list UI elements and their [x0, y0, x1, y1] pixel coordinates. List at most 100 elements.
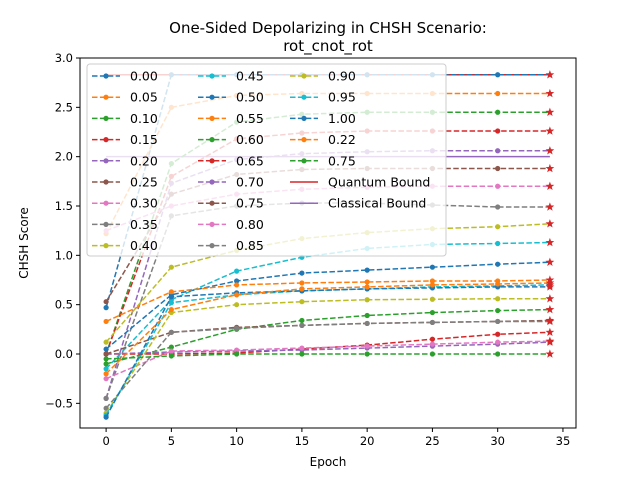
legend-label: 0.75: [328, 153, 356, 168]
legend-label: 0.45: [236, 69, 264, 84]
data-point: [429, 341, 436, 347]
legend-label: 0.30: [130, 196, 158, 211]
final-point-star: [545, 349, 555, 358]
legend-marker: [301, 115, 307, 121]
data-point: [103, 305, 109, 311]
legend-label: 0.50: [236, 90, 264, 105]
final-point-star: [545, 163, 555, 173]
legend-label: 0.40: [130, 238, 158, 253]
final-point-star: [545, 336, 555, 345]
data-point: [364, 351, 370, 357]
legend-marker: [209, 243, 215, 249]
data-point: [103, 414, 109, 420]
series-line: [103, 278, 555, 377]
final-point-star: [545, 294, 555, 303]
data-point: [234, 282, 240, 288]
legend-item: 0.60: [198, 132, 264, 147]
series-line: [103, 275, 555, 325]
chart-subtitle: rot_cnot_rot: [283, 37, 373, 56]
legend-marker: [209, 221, 215, 227]
data-point: [168, 294, 174, 300]
legend-label: 0.70: [236, 175, 264, 190]
x-axis-label: Epoch: [310, 455, 347, 469]
data-point: [495, 351, 501, 357]
legend-label: 0.10: [130, 111, 158, 126]
data-point: [364, 312, 370, 319]
legend-item: 0.85: [198, 238, 264, 253]
y-tick-label: 1.0: [55, 248, 73, 262]
series-path: [105, 279, 550, 323]
legend-box: [86, 63, 447, 257]
data-point: [299, 280, 305, 286]
data-point: [103, 299, 109, 305]
data-point: [495, 307, 501, 314]
data-point: [103, 351, 109, 357]
final-point-star: [545, 257, 555, 266]
legend-label: 0.35: [130, 217, 158, 232]
data-point: [168, 300, 174, 306]
y-tick-label: 0.5: [55, 298, 73, 312]
data-point: [495, 261, 501, 267]
legend-item: 0.05: [92, 90, 158, 105]
data-point: [364, 279, 370, 285]
data-point: [103, 366, 109, 372]
legend-marker: [103, 73, 109, 79]
data-point: [495, 72, 501, 78]
legend-label: 0.25: [130, 175, 158, 190]
data-point: [103, 405, 109, 411]
chart-title: One-Sided Depolarizing in CHSH Scenario:: [169, 19, 487, 37]
data-point: [299, 270, 305, 276]
x-tick-label: 25: [425, 434, 440, 448]
legend-label: 1.00: [328, 111, 356, 126]
legend: 0.00 0.05 0.10 0.15 0.20 0.25 0.30 0.35 0.40 0.45…: [86, 63, 447, 257]
data-point: [299, 345, 305, 351]
series-path: [106, 341, 550, 355]
data-point: [429, 278, 436, 284]
final-point-star: [545, 88, 555, 98]
final-point-star: [545, 327, 555, 337]
legend-item: 0.25: [92, 175, 158, 190]
data-point: [234, 347, 240, 353]
legend-item: 0.75: [290, 153, 356, 168]
legend-marker: [301, 158, 307, 164]
x-tick-label: 5: [168, 434, 175, 448]
data-point: [103, 356, 109, 362]
x-tick-label: 0: [102, 434, 109, 448]
final-point-star: [545, 202, 555, 211]
data-point: [299, 317, 305, 324]
data-point: [495, 148, 501, 154]
legend-marker: [103, 243, 109, 249]
final-point-star: [545, 107, 555, 116]
series-path: [105, 298, 550, 414]
legend-item: 0.30: [92, 196, 158, 211]
series-line: [103, 349, 555, 362]
y-tick-label: 3.0: [55, 51, 73, 65]
legend-label: 0.65: [236, 153, 264, 168]
legend-marker: [103, 200, 109, 206]
data-point: [429, 336, 436, 342]
data-point: [364, 267, 370, 273]
legend-item: 0.10: [92, 111, 158, 126]
series-path: [105, 320, 550, 409]
legend-item: 0.80: [198, 217, 264, 232]
data-point: [495, 318, 501, 325]
data-point: [495, 165, 501, 172]
legend-label: 0.60: [236, 132, 264, 147]
plot-frame: [79, 57, 577, 429]
data-point: [429, 309, 436, 316]
data-point: [495, 240, 501, 247]
data-point: [495, 204, 501, 210]
final-point-star: [545, 237, 555, 247]
data-point: [168, 353, 174, 359]
y-axis: −0.5 0.0 0.5 1.0 1.5 2.0 2.5 3.0: [45, 51, 80, 410]
data-point: [168, 264, 174, 270]
data-point: [234, 292, 240, 298]
y-axis-label: CHSH Score: [17, 207, 31, 278]
legend-label: 0.05: [130, 90, 158, 105]
legend-marker: [209, 94, 215, 100]
data-point: [299, 286, 305, 292]
series-path: [105, 282, 550, 375]
series-line: [103, 316, 555, 411]
x-tick-label: 20: [360, 434, 375, 448]
